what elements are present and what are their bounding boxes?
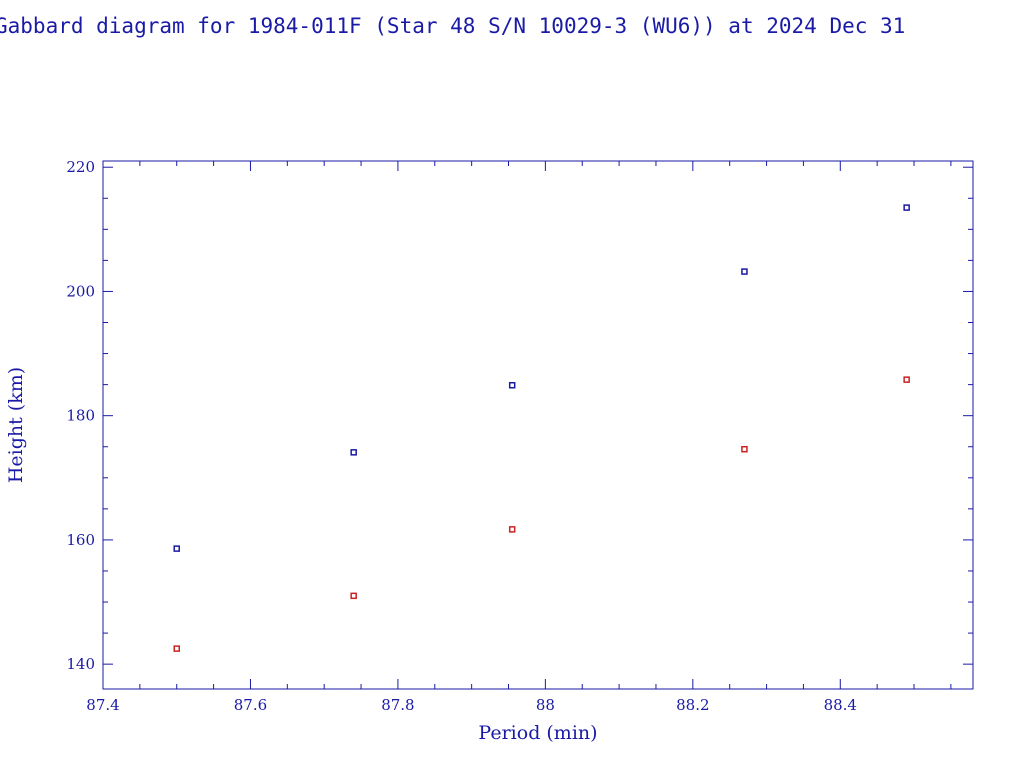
- axis-ticks: [102, 161, 973, 689]
- apogee-point: [903, 204, 910, 211]
- y-tick-label: 160: [66, 531, 95, 549]
- y-tick-label: 220: [66, 158, 95, 176]
- x-axis-label: Period (min): [478, 722, 597, 744]
- data-points: [173, 204, 910, 652]
- apogee-point: [350, 449, 357, 456]
- perigee-point: [508, 526, 516, 533]
- chart-title: Gabbard diagram for 1984-011F (Star 48 S…: [0, 14, 906, 38]
- x-tick-label: 87.4: [86, 696, 119, 714]
- y-tick-label: 140: [66, 655, 95, 673]
- perigee-point: [173, 645, 180, 652]
- perigee-point: [350, 592, 357, 600]
- plot-frame: [102, 160, 974, 690]
- perigee-point: [903, 376, 910, 383]
- apogee-point: [508, 381, 516, 389]
- y-tick-label: 180: [66, 407, 95, 425]
- apogee-point: [741, 268, 748, 275]
- x-tick-label: 88.2: [676, 696, 709, 714]
- perigee-point: [741, 445, 748, 453]
- x-tick-label: 87.6: [234, 696, 267, 714]
- x-tick-label: 87.8: [381, 696, 414, 714]
- x-tick-label: 88: [536, 696, 555, 714]
- apogee-point: [173, 545, 180, 552]
- y-axis-label: Height (km): [5, 367, 27, 483]
- x-tick-label: 88.4: [824, 696, 857, 714]
- y-tick-label: 200: [66, 282, 95, 300]
- tick-labels: 87.4 87.6 87.8 88 88.2 88.4 140 160 180 200 220: [66, 158, 857, 714]
